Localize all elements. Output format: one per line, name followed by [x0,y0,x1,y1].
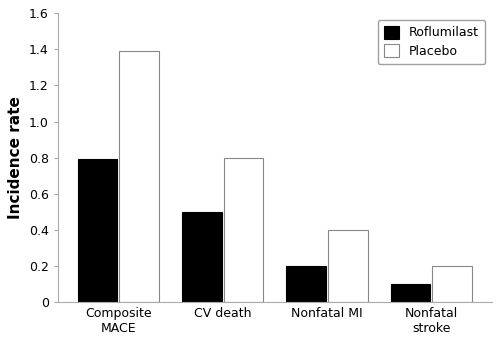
Y-axis label: Incidence rate: Incidence rate [8,96,24,219]
Legend: Roflumilast, Placebo: Roflumilast, Placebo [378,20,486,64]
Bar [120,51,159,302]
Bar [432,266,472,302]
Bar [78,159,118,302]
Bar [224,157,264,302]
Bar [286,266,326,302]
Bar [328,230,368,302]
Bar [390,284,430,302]
Bar [182,212,222,302]
